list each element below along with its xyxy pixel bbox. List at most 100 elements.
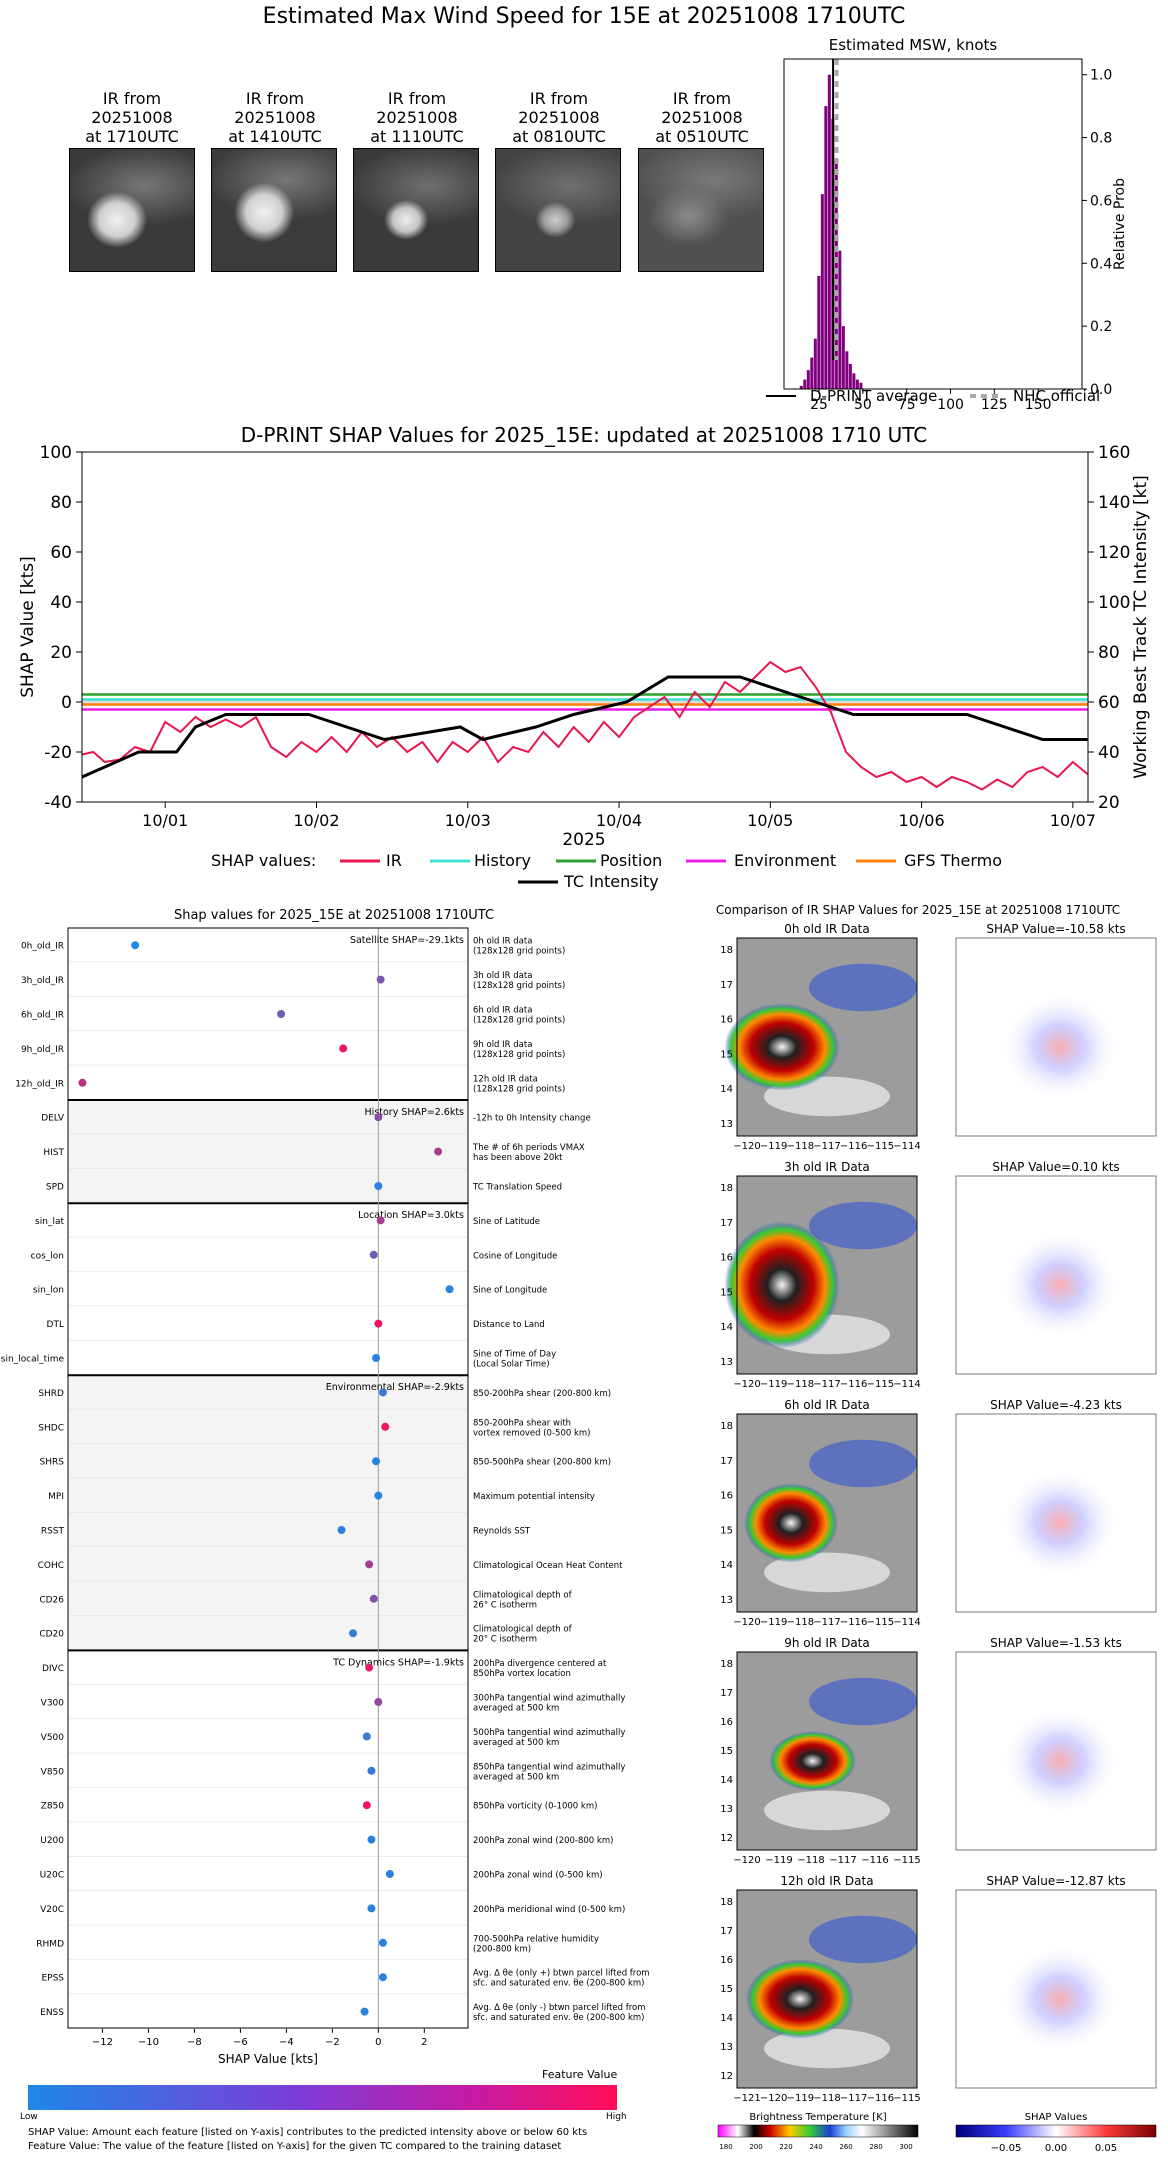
shap-pattern-4 bbox=[1000, 1943, 1120, 2055]
ir-xtick-1-1: −119 bbox=[760, 1379, 787, 1390]
feature-point-SHRD bbox=[378, 1388, 387, 1397]
msw-histogram-chart: Estimated MSW, knots 25 50 75 100 125 150 0.0… bbox=[766, 36, 1128, 410]
ts-ytick-2: 0 bbox=[61, 693, 72, 713]
timeseries-title: D-PRINT SHAP Values for 2025_15E: update… bbox=[241, 423, 928, 447]
feature-desc-ENSS-0: Avg. Δ θe (only -) btwn parcel lifted fr… bbox=[473, 2003, 646, 2013]
feature-desc-MPI-0: Maximum potential intensity bbox=[473, 1492, 595, 1502]
group-bg-3 bbox=[68, 1375, 468, 1651]
feature-colorbar bbox=[28, 2085, 617, 2110]
ir-ytick-4-1: 17 bbox=[720, 1926, 733, 1937]
ir-storm-2 bbox=[744, 1483, 838, 1563]
timeseries-xlabel: 2025 bbox=[562, 830, 605, 850]
ir-ytick-0-1: 17 bbox=[720, 980, 733, 991]
ir-xtick-2-3: −117 bbox=[813, 1617, 840, 1628]
ir-xtick-4-4: −117 bbox=[840, 2093, 867, 2104]
ts-ytick-r-0: 20 bbox=[1098, 793, 1120, 813]
shap-colorbar-ticks: −0.05 0.00 0.05 bbox=[991, 2143, 1117, 2154]
feature-desc-ENSS-1: sfc. and saturated env. θe (200-800 km) bbox=[473, 2013, 645, 2023]
feature-name-RSST: RSST bbox=[41, 1527, 65, 1537]
ir-xtick-2-5: −115 bbox=[867, 1617, 894, 1628]
feature-xlabel: SHAP Value [kts] bbox=[218, 2052, 318, 2066]
feature-name-12h_old_IR: 12h_old_IR bbox=[15, 1079, 64, 1089]
feature-rows: Satellite SHAP=-29.1kts 0h_old_IR 0h old I… bbox=[1, 935, 650, 2023]
timeseries-legend: SHAP values: IR History Position Environ… bbox=[211, 851, 1002, 891]
footnote-shap: SHAP Value: Amount each feature [listed … bbox=[28, 2127, 588, 2138]
ir-cloud-band-4 bbox=[809, 1915, 917, 1964]
msw-bar-5 bbox=[817, 275, 821, 389]
sat-label-4: IR from 20251008 at 0510UTC bbox=[655, 89, 749, 146]
feature-name-DIVC: DIVC bbox=[42, 1664, 64, 1674]
ir-storm-4 bbox=[746, 1959, 854, 2039]
ir-xtick-3-0: −120 bbox=[733, 1855, 760, 1866]
feature-point-SHDC bbox=[381, 1422, 390, 1431]
group-label-2: Location SHAP=3.0kts bbox=[358, 1210, 464, 1221]
feature-name-sin_lat: sin_lat bbox=[35, 1217, 64, 1227]
ts-ytick-0: -40 bbox=[44, 793, 72, 813]
group-label-0: Satellite SHAP=-29.1kts bbox=[350, 935, 464, 946]
ir-xtick-3-5: −115 bbox=[893, 1855, 920, 1866]
feature-point-U20C bbox=[385, 1870, 394, 1878]
msw-bar-14 bbox=[848, 363, 852, 389]
ts-ytick-4: 40 bbox=[50, 593, 72, 613]
ir-ytick-4-5: 13 bbox=[720, 2042, 733, 2053]
msw-bar-12 bbox=[841, 326, 845, 389]
ir-frame-1 bbox=[736, 1175, 918, 1375]
ir-frame-2 bbox=[736, 1413, 918, 1613]
feature-chart-title: Shap values for 2025_15E at 20251008 171… bbox=[174, 908, 494, 923]
ir-cb-tick-4: 260 bbox=[839, 2143, 852, 2151]
feature-desc-SPD-0: TC Translation Speed bbox=[472, 1183, 562, 1193]
feature-point-MPI bbox=[374, 1491, 383, 1500]
feature-point-HIST bbox=[434, 1147, 443, 1156]
ir-ytick-2-3: 15 bbox=[720, 1525, 733, 1536]
group-label-1: History SHAP=2.6kts bbox=[365, 1107, 465, 1118]
msw-title: Estimated MSW, knots bbox=[829, 36, 998, 54]
shap-pattern-1 bbox=[1000, 1229, 1120, 1341]
timeseries-ylabel-right: Working Best Track TC Intensity [kt] bbox=[1131, 475, 1151, 779]
shap-cb-tick-2: 0.05 bbox=[1095, 2143, 1117, 2154]
feature-name-DTL: DTL bbox=[47, 1320, 64, 1330]
msw-bars bbox=[799, 74, 863, 390]
feature-point-CD20 bbox=[349, 1629, 358, 1638]
feature-name-CD20: CD20 bbox=[39, 1630, 64, 1640]
feature-desc-CD20-0: Climatological depth of bbox=[473, 1625, 573, 1635]
fs-xtick-4: −4 bbox=[279, 2037, 294, 2048]
msw-bar-16 bbox=[855, 379, 859, 389]
legend-gfs-label: GFS Thermo bbox=[904, 851, 1002, 870]
sat-label-0: IR from 20251008 at 1710UTC bbox=[85, 89, 179, 146]
feature-name-U200: U200 bbox=[40, 1836, 64, 1846]
feature-desc-6h_old_IR-1: (128x128 grid points) bbox=[473, 1016, 565, 1026]
feature-desc-COHC-0: Climatological Ocean Heat Content bbox=[473, 1561, 623, 1571]
feature-point-CD26 bbox=[369, 1594, 378, 1603]
msw-xtick-0: 25 bbox=[810, 397, 828, 410]
feature-desc-Z850-0: 850hPa vorticity (0-1000 km) bbox=[473, 1802, 597, 1812]
feature-point-SHRS bbox=[372, 1457, 381, 1466]
feature-desc-6h_old_IR-0: 6h old IR data bbox=[473, 1006, 532, 1016]
ir-ytick-4-0: 18 bbox=[720, 1897, 733, 1908]
page-title: Estimated Max Wind Speed for 15E at 2025… bbox=[262, 4, 906, 29]
ir-xtick-0-0: −120 bbox=[733, 1141, 760, 1152]
msw-xtick-3: 100 bbox=[937, 397, 964, 410]
ir-title-3: 9h old IR Data bbox=[784, 1636, 870, 1650]
legend-position-label: Position bbox=[600, 851, 662, 870]
ir-title-1: 3h old IR Data bbox=[784, 1160, 870, 1174]
feature-name-CD26: CD26 bbox=[39, 1595, 64, 1605]
sat-label-3: IR from 20251008 at 0810UTC bbox=[512, 89, 606, 146]
legend-intensity-label: TC Intensity bbox=[563, 872, 659, 891]
shap-frame-1 bbox=[955, 1175, 1157, 1375]
feature-point-DIVC bbox=[365, 1663, 374, 1672]
ir-ytick-4-2: 16 bbox=[720, 1955, 733, 1966]
feature-desc-V300-0: 300hPa tangential wind azimuthally bbox=[473, 1694, 625, 1704]
sat-label-2: IR from 20251008 at 1110UTC bbox=[370, 89, 464, 146]
msw-bar-11 bbox=[838, 250, 842, 389]
ir-cloud-band-0 bbox=[809, 963, 917, 1012]
feature-point-ENSS bbox=[360, 2007, 369, 2016]
ir-ytick-4-4: 14 bbox=[720, 2013, 733, 2024]
feature-point-V500 bbox=[362, 1732, 371, 1741]
ir-xtick-3-2: −118 bbox=[797, 1855, 824, 1866]
feature-desc-CD26-1: 26° C isotherm bbox=[473, 1600, 537, 1610]
ir-ytick-1-5: 13 bbox=[720, 1357, 733, 1368]
feature-name-sin_local_time: sin_local_time bbox=[1, 1355, 65, 1365]
ir-cb-tick-1: 200 bbox=[749, 2143, 762, 2151]
shap-frame-0 bbox=[955, 937, 1157, 1137]
ir-frame-3 bbox=[736, 1651, 918, 1851]
